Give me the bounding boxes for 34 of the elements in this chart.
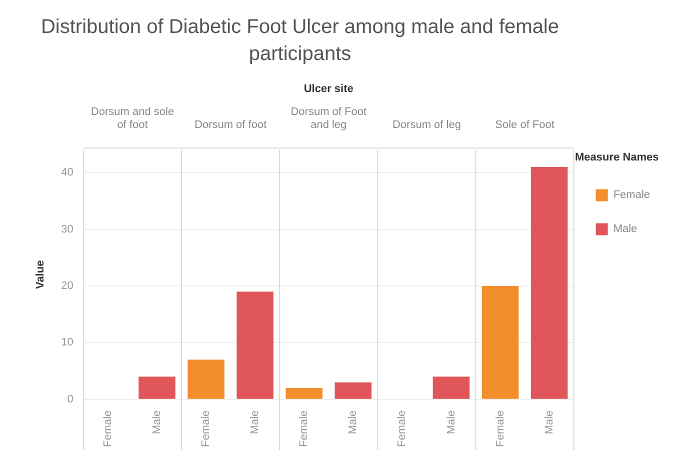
x-tick-label: Female [298, 410, 310, 448]
text: Dorsum and sole of foot [90, 106, 174, 131]
bar [138, 376, 176, 399]
y-tick-label: 20 [61, 280, 74, 292]
x-tick-label: Female [200, 410, 212, 448]
y-tick-label: 40 [61, 166, 74, 179]
x-tick-label: Male [543, 410, 556, 434]
text: Dorsum of leg [392, 119, 461, 131]
bar [236, 292, 274, 399]
bar [286, 388, 322, 399]
legend-title: Measure Names [575, 152, 659, 164]
x-tick-label: Female [494, 410, 506, 448]
bar [530, 167, 568, 399]
y-axis-title: Value [34, 260, 47, 290]
text: Sole of Foot [495, 119, 554, 131]
legend-label: Female [613, 189, 650, 202]
x-tick-label: Female [396, 410, 408, 448]
legend-label: Male [613, 223, 638, 236]
y-tick-label: 30 [61, 223, 74, 236]
text: Dorsum of foot [194, 119, 267, 131]
bar [432, 376, 470, 399]
x-tick-label: Male [249, 410, 262, 434]
x-tick-label: Male [151, 410, 164, 434]
text: Ulcer site [304, 83, 354, 95]
x-tick-label: Female [102, 410, 114, 448]
y-tick-label: 10 [61, 336, 74, 349]
chart-title: Distribution of Diabetic Foot Ulcer among male and female participants [40, 15, 560, 67]
bar [482, 286, 519, 399]
bar [334, 382, 372, 399]
bar [188, 360, 224, 399]
x-tick-label: Male [347, 410, 360, 434]
x-tick-label: Male [445, 410, 458, 434]
y-tick-label: 0 [67, 393, 74, 406]
text: Dorsum of Foot and leg [290, 106, 367, 131]
